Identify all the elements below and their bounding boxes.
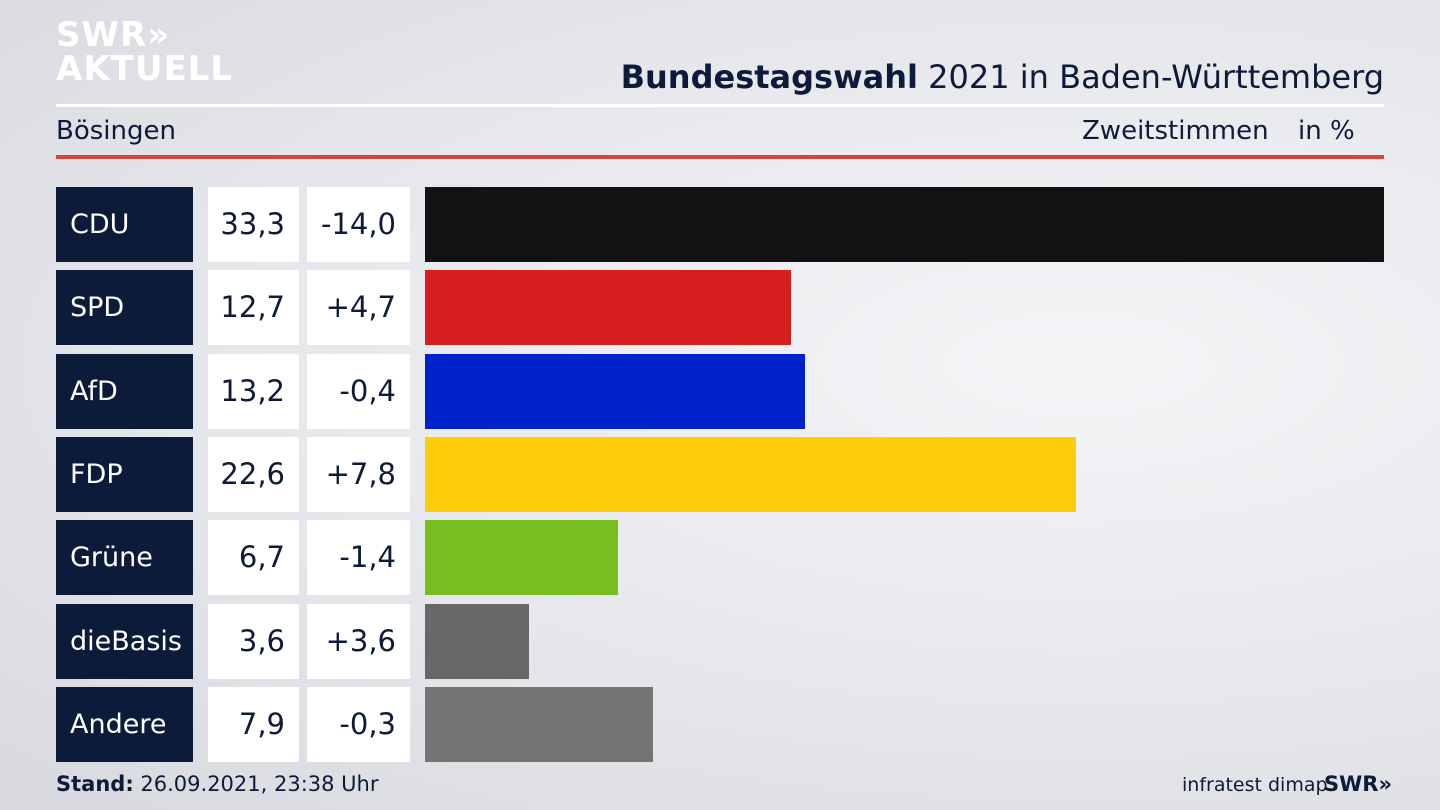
timestamp-value: 26.09.2021, 23:38 Uhr (133, 772, 379, 796)
chart-row: CDU 33,3 -14,0 (0, 187, 1440, 262)
bar (425, 436, 1076, 512)
bar (425, 187, 1384, 262)
chart-row: SPD 12,7 +4,7 (0, 270, 1440, 346)
party-label: Grüne (56, 520, 193, 596)
party-label: Andere (56, 686, 193, 762)
share-value: 33,3 (208, 187, 299, 262)
logo-line-2: AKTUELL (56, 49, 234, 89)
diff-value: +4,7 (307, 270, 410, 346)
source-label: infratest dimap (1182, 774, 1328, 796)
timestamp-label: Stand: (56, 772, 134, 796)
share-value: 6,7 (208, 520, 299, 596)
title-rest: 2021 in Baden-Württemberg (917, 58, 1384, 96)
diff-value: -14,0 (307, 187, 410, 262)
logo-line-1: SWR» (56, 15, 171, 55)
chart-row: Andere 7,9 -0,3 (0, 686, 1440, 762)
diff-value: -0,4 (307, 353, 410, 429)
diff-value: -0,3 (307, 686, 410, 762)
bar (425, 603, 529, 679)
party-label: FDP (56, 436, 193, 512)
vote-type-label: Zweitstimmen (1082, 116, 1269, 146)
title-bold: Bundestagswahl (620, 58, 918, 96)
chart-row: FDP 22,6 +7,8 (0, 436, 1440, 512)
diff-value: -1,4 (307, 520, 410, 596)
share-value: 13,2 (208, 353, 299, 429)
share-value: 7,9 (208, 686, 299, 762)
chart-title: Bundestagswahl 2021 in Baden-Württemberg (621, 58, 1384, 96)
swr-aktuell-logo: SWR» AKTUELL (56, 18, 233, 86)
party-label: dieBasis (56, 603, 193, 679)
diff-value: +7,8 (307, 436, 410, 512)
share-value: 3,6 (208, 603, 299, 679)
party-label: CDU (56, 187, 193, 262)
bar (425, 520, 618, 596)
bar (425, 353, 806, 429)
party-label: AfD (56, 353, 193, 429)
unit-label: in % (1298, 116, 1355, 146)
bar (425, 686, 653, 762)
region-label: Bösingen (56, 116, 176, 146)
chart-row: Grüne 6,7 -1,4 (0, 520, 1440, 596)
chart-row: AfD 13,2 -0,4 (0, 353, 1440, 429)
share-value: 22,6 (208, 436, 299, 512)
header-divider (56, 104, 1384, 107)
diff-value: +3,6 (307, 603, 410, 679)
share-value: 12,7 (208, 270, 299, 346)
timestamp: Stand: 26.09.2021, 23:38 Uhr (56, 772, 379, 796)
accent-divider (56, 155, 1384, 159)
chart-row: dieBasis 3,6 +3,6 (0, 603, 1440, 679)
party-label: SPD (56, 270, 193, 346)
swr-footer-logo: SWR» (1324, 772, 1393, 796)
bar (425, 270, 791, 346)
